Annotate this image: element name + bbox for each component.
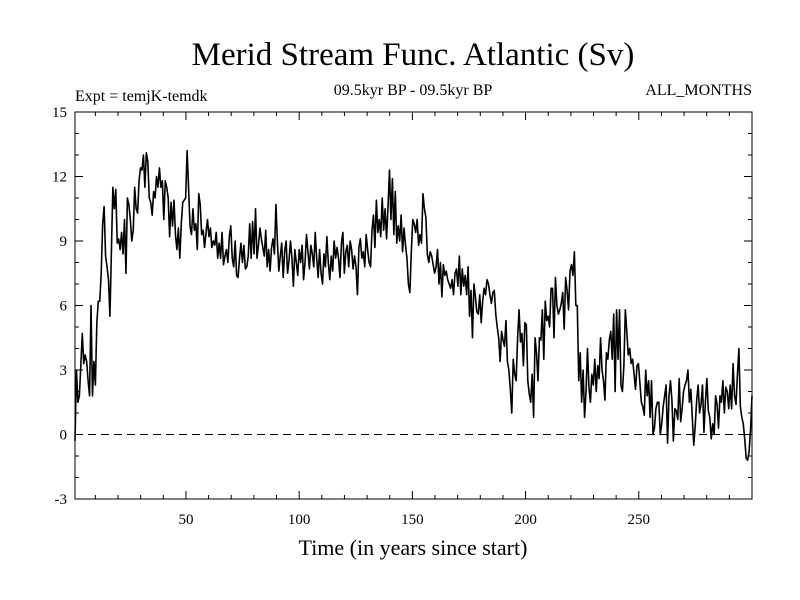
x-tick-label: 150 (401, 512, 424, 528)
y-tick-label: 12 (52, 170, 67, 186)
x-tick-label: 100 (288, 512, 311, 528)
x-tick-label: 200 (514, 512, 537, 528)
y-tick-label: 3 (60, 363, 68, 379)
y-axis: -3 0 3 6 9 12 15 (52, 105, 752, 508)
y-tick-label: 0 (60, 428, 68, 444)
y-tick-label: 9 (60, 234, 68, 250)
period-label: 09.5kyr BP - 09.5kyr BP (334, 82, 493, 99)
months-label: ALL_MONTHS (645, 82, 752, 99)
chart-title: Merid Stream Func. Atlantic (Sv) (192, 37, 635, 73)
y-tick-label: 15 (52, 105, 67, 121)
y-tick-label: 6 (60, 299, 68, 315)
x-axis-label: Time (in years since start) (299, 535, 528, 560)
plot-frame (74, 111, 753, 500)
y-tick-label: -3 (55, 492, 68, 508)
x-axis: 50 100 150 200 250 (94, 112, 753, 528)
series-line-atlantic-moc (74, 149, 753, 462)
experiment-label: Expt = temjK-temdk (75, 88, 208, 105)
x-tick-label: 250 (628, 512, 651, 528)
x-tick-label: 50 (178, 512, 193, 528)
